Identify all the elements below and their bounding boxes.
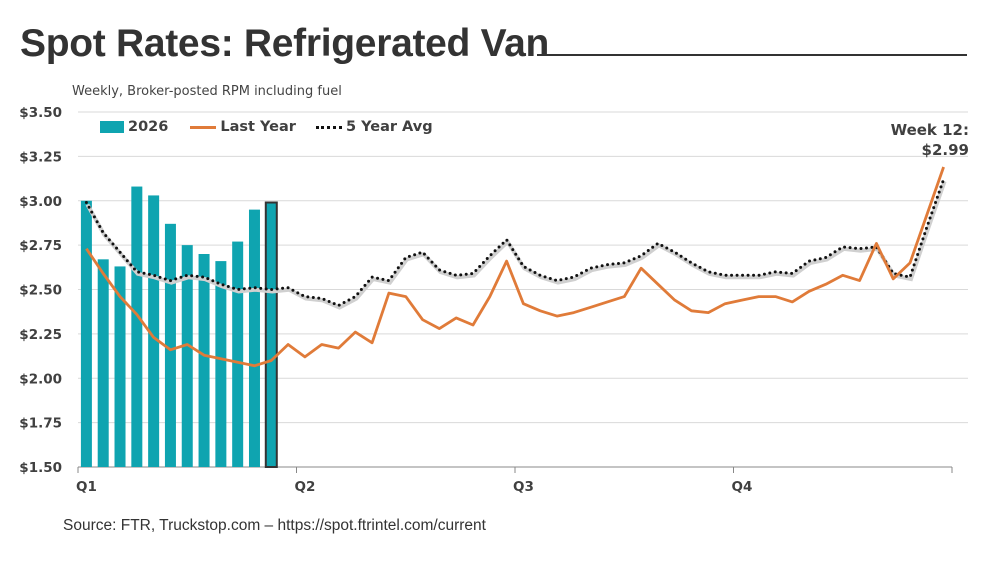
bar-2026-week-5 [148, 195, 160, 468]
bar-2026-week-7 [181, 245, 193, 467]
y-tick-label: $2.75 [19, 238, 62, 254]
y-tick-label: $3.50 [19, 105, 62, 121]
week12-annotation: Week 12: $2.99 [891, 120, 969, 160]
y-tick-label: $1.50 [19, 460, 62, 476]
x-tick-label: Q1 [76, 479, 97, 495]
bar-2026-week-11 [248, 209, 260, 467]
bar-2026-week-8 [198, 254, 210, 467]
x-tick-label: Q3 [513, 479, 534, 495]
legend-label-5yr-avg: 5 Year Avg [345, 119, 433, 135]
five-year-avg-line [84, 177, 946, 308]
annotation-line1: Week 12: [890, 121, 969, 139]
legend-swatch-2026 [100, 121, 124, 133]
bar-2026-week-1 [80, 200, 92, 467]
source-note: Source: FTR, Truckstop.com – https://spo… [63, 517, 486, 534]
y-tick-label: $3.25 [19, 149, 62, 165]
bar-2026-week-12 [264, 201, 278, 468]
chart-subtitle: Weekly, Broker-posted RPM including fuel [72, 84, 342, 99]
bar-2026-week-6 [164, 223, 176, 467]
y-tick-label: $1.75 [19, 416, 62, 432]
legend-swatch-last-year [190, 125, 217, 129]
y-tick-label: $3.00 [19, 194, 62, 210]
annotation-line2: $2.99 [921, 141, 969, 159]
x-tick-label: Q2 [295, 479, 316, 495]
bar-2026-week-9 [215, 261, 227, 467]
bar-2026-week-4 [131, 186, 143, 468]
x-tick-label: Q4 [732, 479, 753, 495]
legend-swatch-5yr-avg [315, 125, 342, 129]
legend-label-last-year: Last Year [220, 119, 296, 135]
bar-2026-week-3 [114, 266, 126, 467]
last-year-line [85, 166, 945, 368]
bar-2026-week-2 [97, 259, 109, 467]
legend-label-2026: 2026 [128, 119, 169, 135]
y-tick-label: $2.50 [19, 283, 62, 299]
y-tick-label: $2.00 [19, 371, 62, 387]
title-rule [537, 54, 967, 56]
y-tick-label: $2.25 [19, 327, 62, 343]
chart-title: Spot Rates: Refrigerated Van [20, 22, 550, 65]
bar-2026-week-10 [232, 241, 244, 467]
legend: 2026 Last Year 5 Year Avg [100, 119, 433, 135]
